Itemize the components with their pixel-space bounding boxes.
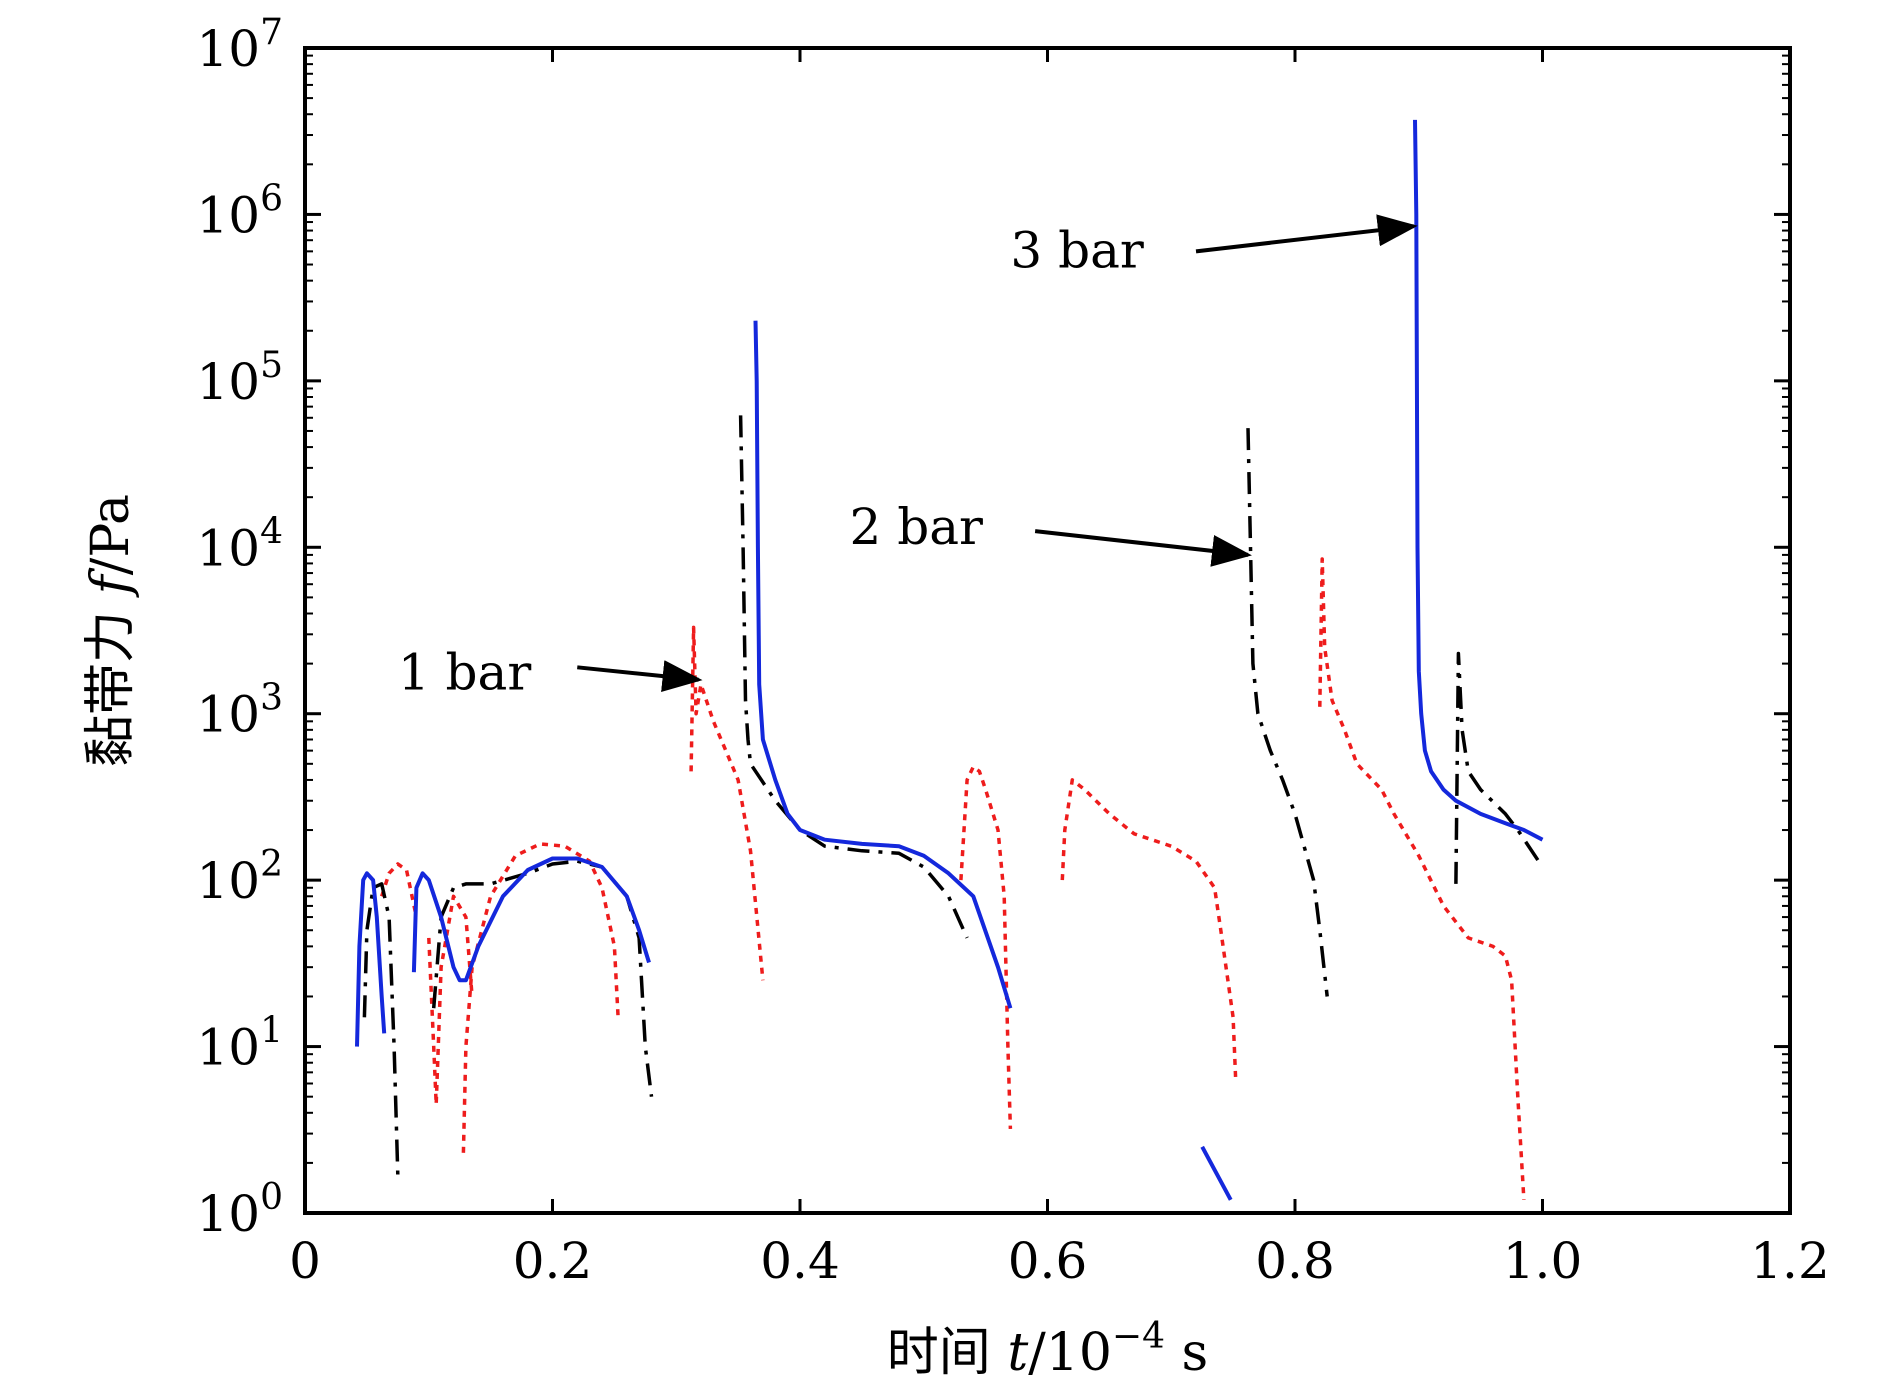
annotation-arrow [1195,214,1418,254]
y-tick-label: 106 [196,178,283,244]
annotation-text: 2 bar [850,498,984,556]
series-dotted-segment [427,894,474,1107]
series-solid-segment [753,320,1013,1009]
y-tick-label: 105 [196,345,283,411]
series-dashdot-segment [362,882,400,1175]
annotation-text: 1 bar [398,643,532,701]
y-tick-label: 102 [196,844,283,910]
x-tick-label: 0.6 [1008,1232,1088,1290]
series-dotted-segment [1318,557,1526,1200]
y-tick-label: 103 [196,678,283,744]
series-dotted-segment [380,862,419,918]
y-axis-label-text: 黏带力 f/Pa [81,494,141,767]
x-tick-label: 0.4 [760,1232,840,1290]
series-dashdot-segment [1454,651,1544,884]
series-dashdot-segment [738,415,969,939]
x-tick-label: 0.2 [513,1232,593,1290]
annotation-text: 3 bar [1010,221,1144,279]
annotation-arrow [1034,529,1252,567]
series-dashdot-segment [1246,428,1329,997]
y-tick-label: 101 [196,1011,283,1077]
annotations-layer: 1 bar 2 bar 3 bar [398,214,1418,701]
series-dashdot-segment [431,859,654,1097]
series-dotted-segment [461,842,620,1153]
series-solid-segment [355,871,387,1047]
y-tick-label: 100 [196,1177,283,1243]
series-dotted-segment [689,625,765,981]
series-dotted-segment [959,765,1013,1129]
annotation-arrow [577,660,703,692]
series-layer [355,119,1544,1201]
x-tick-label: 1.0 [1503,1232,1583,1290]
x-tick-label: 1.2 [1750,1232,1830,1290]
series-dotted-segment [1060,778,1238,1078]
plot-frame [303,46,1792,1215]
series-solid-segment [411,856,651,983]
x-tick-label: 0.8 [1255,1232,1335,1290]
x-axis-label-text: 时间 t/10−4 s [887,1316,1208,1383]
ticks-layer: 0 0.2 0.4 0.6 0.8 1.0 1.2 100 101 102 103 104 105 106… [196,12,1829,1290]
x-tick-label: 0 [289,1232,321,1290]
y-tick-label: 104 [196,511,283,577]
series-solid-segment [1200,1145,1233,1201]
series-solid-segment [1413,119,1544,842]
series-dashdot [362,415,1544,1175]
y-tick-label: 107 [196,12,283,78]
series-solid [355,119,1544,1201]
y-axis-label: 黏带力 f/Pa [81,494,141,767]
x-axis-label: 时间 t/10−4 s [887,1316,1208,1383]
